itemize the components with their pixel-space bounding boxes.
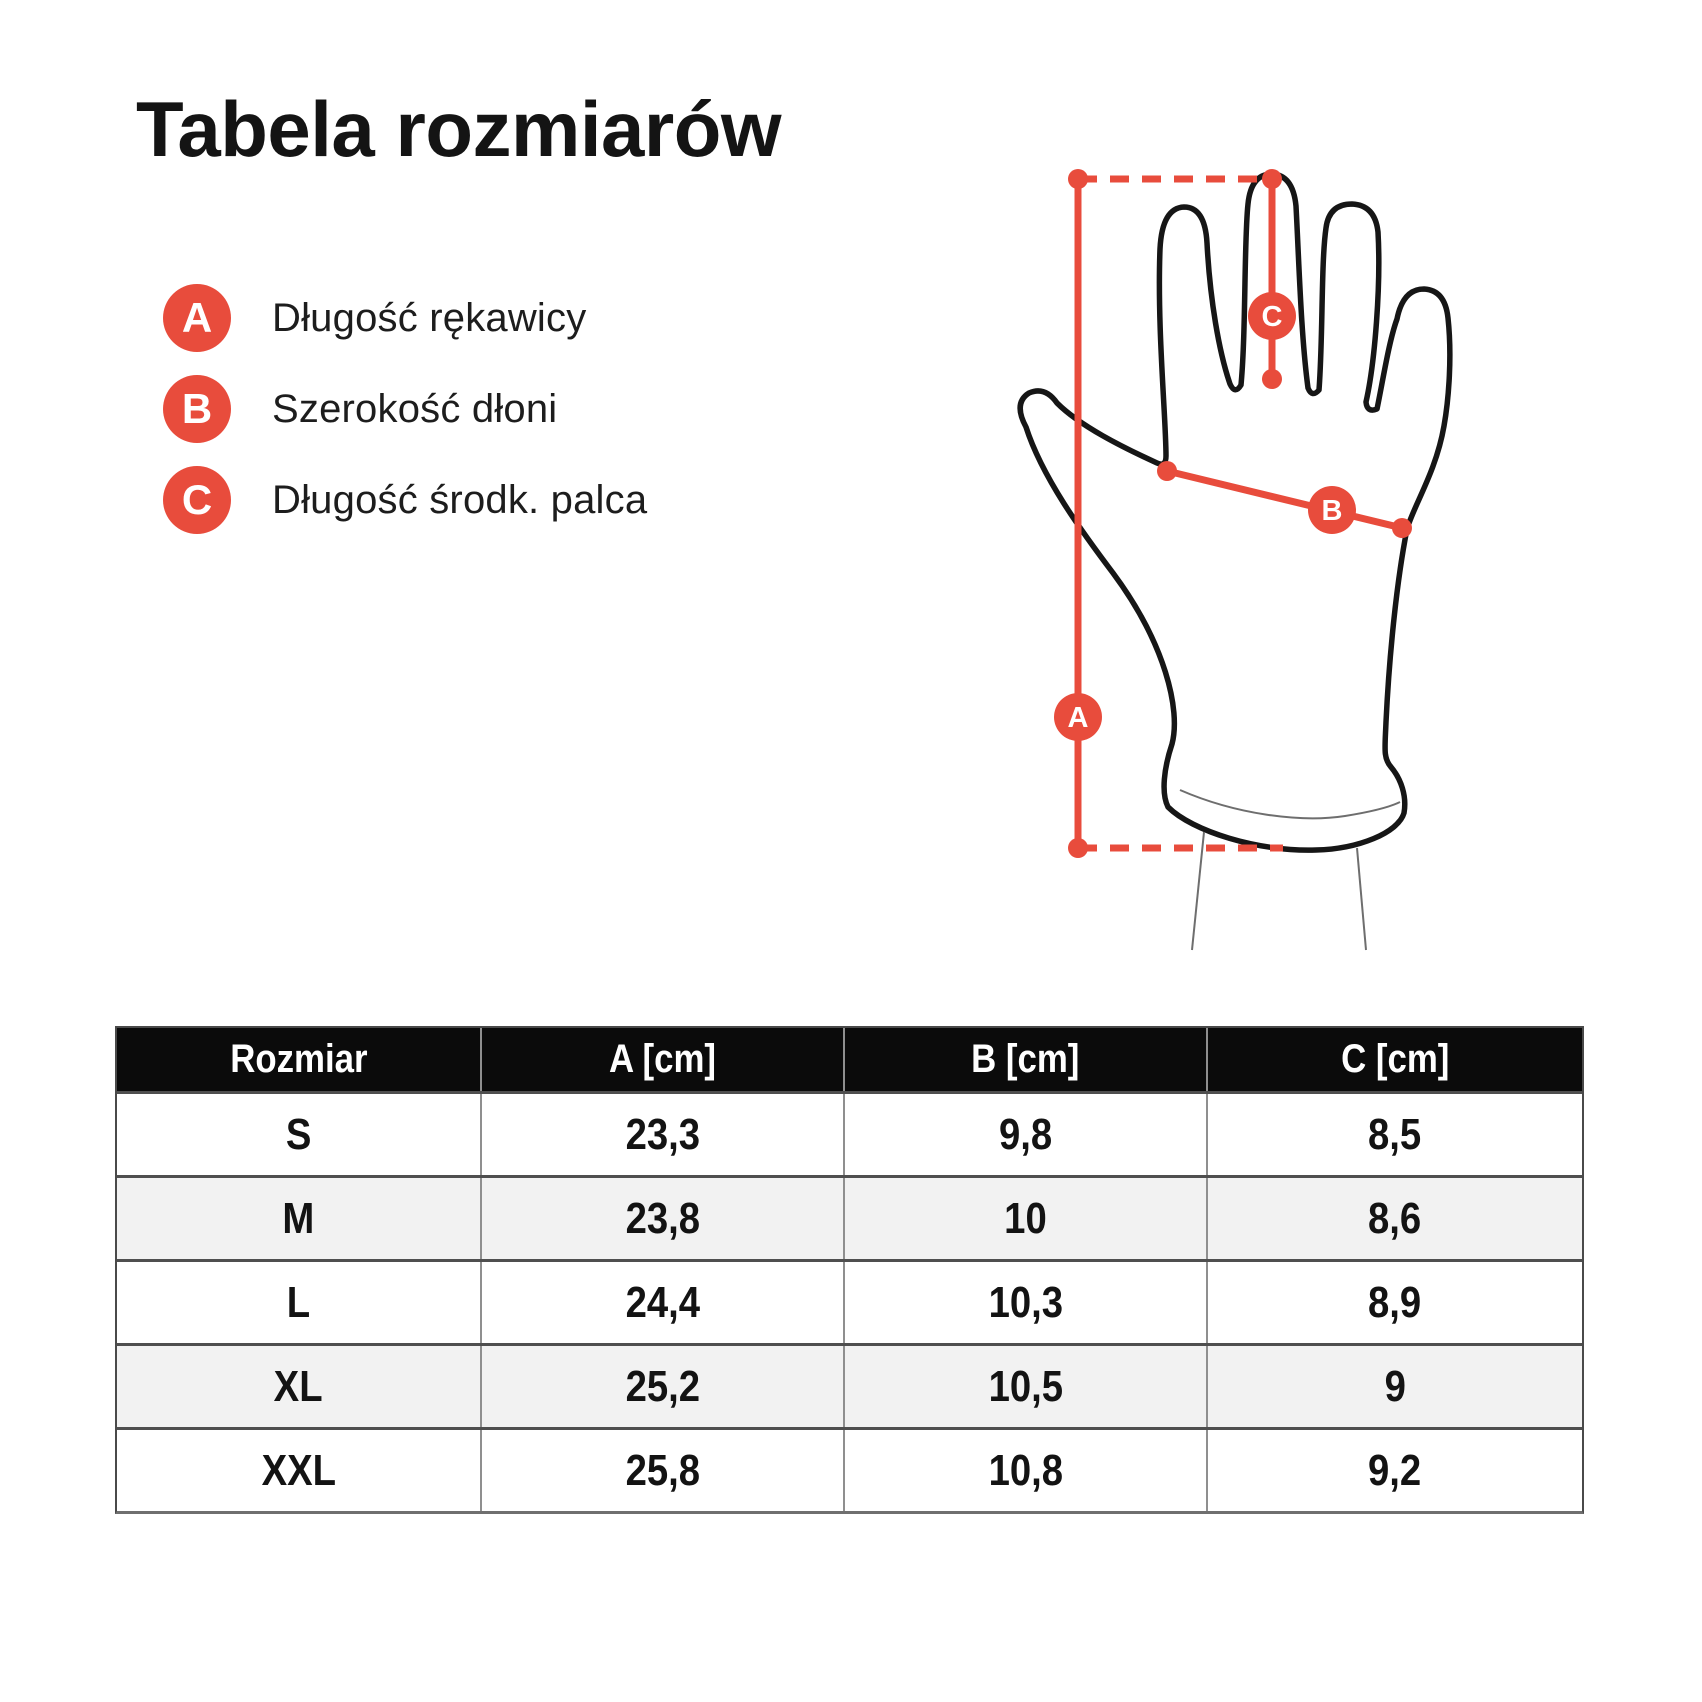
marker-b: B xyxy=(1308,486,1356,534)
cell-size: XXL xyxy=(261,1445,336,1495)
measure-dot-b-right xyxy=(1392,518,1412,538)
cell-b: 10,5 xyxy=(843,1346,1206,1427)
measurement-overlay xyxy=(1068,169,1412,858)
cell-c: 8,6 xyxy=(1206,1178,1582,1259)
table-header-b-cm: B [cm] xyxy=(843,1028,1206,1091)
cell-size: XL xyxy=(274,1361,323,1411)
legend-label-a: Długość rękawicy xyxy=(272,295,587,340)
marker-c-circle xyxy=(1248,292,1296,340)
wrist-line-left xyxy=(1191,831,1205,951)
marker-c-letter: C xyxy=(1262,301,1283,333)
page-title: Tabela rozmiarów xyxy=(136,85,782,173)
cell-c: 8,5 xyxy=(1206,1094,1582,1175)
cell-b: 10 xyxy=(843,1178,1206,1259)
measure-line-b xyxy=(1166,467,1403,532)
measure-dot-b-left xyxy=(1157,461,1177,481)
cell-b: 10,3 xyxy=(843,1262,1206,1343)
marker-a-letter: A xyxy=(1068,702,1089,734)
table-row-m: M 23,8 10 8,6 xyxy=(117,1175,1582,1259)
measure-dot-a-top xyxy=(1068,169,1088,189)
cell-a: 23,8 xyxy=(480,1178,843,1259)
glove-outline xyxy=(1017,171,1453,853)
legend-label-c: Długość środk. palca xyxy=(272,477,648,522)
cell-c: 8,9 xyxy=(1206,1262,1582,1343)
cuff-seam-line xyxy=(1179,789,1401,820)
marker-b-letter: B xyxy=(1322,495,1343,527)
cell-a: 23,3 xyxy=(480,1094,843,1175)
legend-marker-c-icon: C xyxy=(163,466,231,534)
legend-marker-a-icon: A xyxy=(163,284,231,352)
legend-letter-c: C xyxy=(181,476,213,523)
table-row-xl: XL 25,2 10,5 9 xyxy=(117,1343,1582,1427)
cell-size: S xyxy=(285,1109,312,1159)
table-row-s: S 23,3 9,8 8,5 xyxy=(117,1091,1582,1175)
legend-item-a: A Długość rękawicy xyxy=(163,284,647,352)
marker-a: A xyxy=(1054,693,1102,741)
size-table: Rozmiar A [cm] B [cm] C [cm] S 23,3 9,8 … xyxy=(115,1026,1584,1514)
cell-size: M xyxy=(282,1193,315,1243)
legend-letter-b: B xyxy=(181,385,213,432)
cell-b: 10,8 xyxy=(843,1430,1206,1511)
cell-b: 9,8 xyxy=(843,1094,1206,1175)
table-header-a-cm: A [cm] xyxy=(480,1028,843,1091)
measure-dot-a-bottom xyxy=(1068,838,1088,858)
legend-item-c: C Długość środk. palca xyxy=(163,466,647,534)
table-row-l: L 24,4 10,3 8,9 xyxy=(117,1259,1582,1343)
table-header-c-cm: C [cm] xyxy=(1206,1028,1582,1091)
measurement-legend: A Długość rękawicy B Szerokość dłoni C D… xyxy=(163,284,647,534)
measure-dot-c-top xyxy=(1262,169,1282,189)
cell-size: L xyxy=(286,1277,311,1327)
marker-c: C xyxy=(1248,292,1296,340)
table-header-rozmiar: Rozmiar xyxy=(229,1037,368,1081)
glove-measurement-diagram: A B C xyxy=(1017,169,1453,951)
table-row-xxl: XXL 25,8 10,8 9,2 xyxy=(117,1427,1582,1511)
legend-item-b: B Szerokość dłoni xyxy=(163,375,647,443)
table-header-row: Rozmiar A [cm] B [cm] C [cm] xyxy=(117,1028,1582,1091)
cell-a: 25,2 xyxy=(480,1346,843,1427)
measure-dot-c-bottom xyxy=(1262,369,1282,389)
wrist-line-right xyxy=(1356,847,1367,951)
legend-label-b: Szerokość dłoni xyxy=(272,386,558,431)
marker-b-circle xyxy=(1308,486,1356,534)
cell-c: 9 xyxy=(1206,1346,1582,1427)
cell-a: 25,8 xyxy=(480,1430,843,1511)
cell-c: 9,2 xyxy=(1206,1430,1582,1511)
legend-marker-b-icon: B xyxy=(163,375,231,443)
cell-a: 24,4 xyxy=(480,1262,843,1343)
marker-a-circle xyxy=(1054,693,1102,741)
legend-letter-a: A xyxy=(181,294,213,341)
